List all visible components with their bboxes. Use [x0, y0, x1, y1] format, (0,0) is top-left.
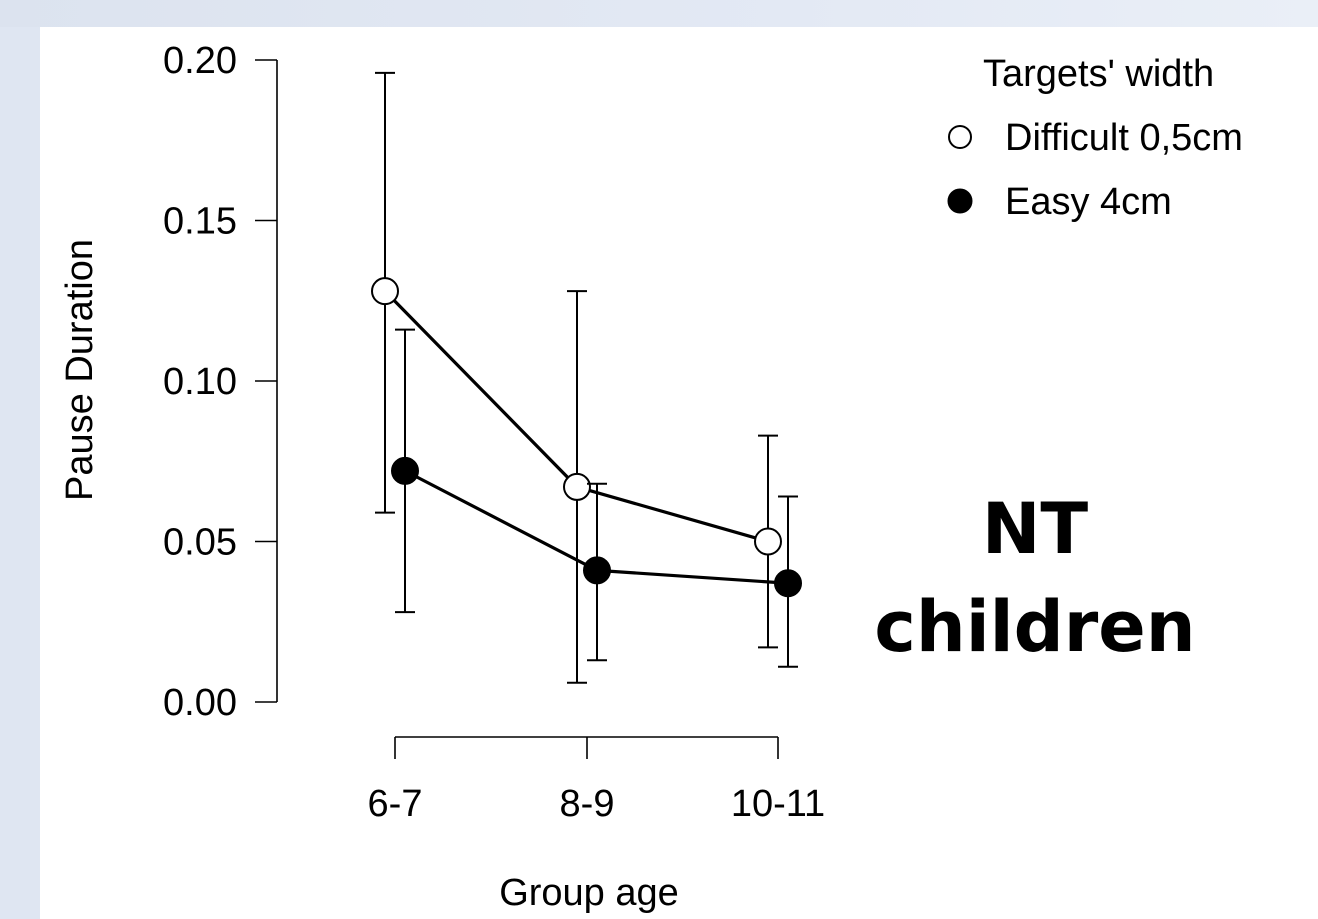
- y-tick-label: 0.00: [163, 682, 237, 724]
- data-point: [583, 556, 611, 585]
- series-difficult: [371, 71, 782, 684]
- x-axis: 6-7 8-9 10-11: [368, 736, 825, 825]
- slide-left-margin: [0, 27, 40, 919]
- data-point: [563, 472, 591, 501]
- y-tick-label: 0.15: [163, 201, 237, 243]
- annotation-line-2: children: [874, 586, 1196, 668]
- legend: Targets' width Difficult 0,5cm Easy 4cm: [947, 53, 1243, 223]
- series-easy: [391, 328, 802, 668]
- group-annotation: NT children: [870, 480, 1200, 676]
- x-tick-label: 6-7: [368, 783, 423, 825]
- x-tick-label: 10-11: [731, 783, 825, 825]
- legend-marker: [947, 188, 973, 214]
- data-point: [754, 527, 782, 556]
- legend-marker: [948, 125, 972, 149]
- data-point: [371, 277, 399, 306]
- legend-title: Targets' width: [983, 53, 1214, 95]
- annotation-line-1: NT: [981, 488, 1089, 570]
- figure-panel: [40, 27, 1318, 919]
- data-point: [774, 569, 802, 598]
- y-tick-label: 0.05: [163, 522, 237, 564]
- y-axis-title: Pause Duration: [59, 239, 101, 501]
- legend-label: Difficult 0,5cm: [1005, 117, 1243, 159]
- series-layer: [371, 71, 802, 684]
- data-point: [391, 456, 419, 485]
- y-tick-label: 0.20: [163, 40, 237, 82]
- y-tick-label: 0.10: [163, 361, 237, 403]
- slide-top-band: [0, 0, 1318, 27]
- x-tick-label: 8-9: [560, 783, 615, 825]
- y-axis: 0.00 0.05 0.10 0.15 0.20: [163, 40, 278, 724]
- legend-label: Easy 4cm: [1005, 181, 1172, 223]
- x-axis-title: Group age: [499, 872, 679, 914]
